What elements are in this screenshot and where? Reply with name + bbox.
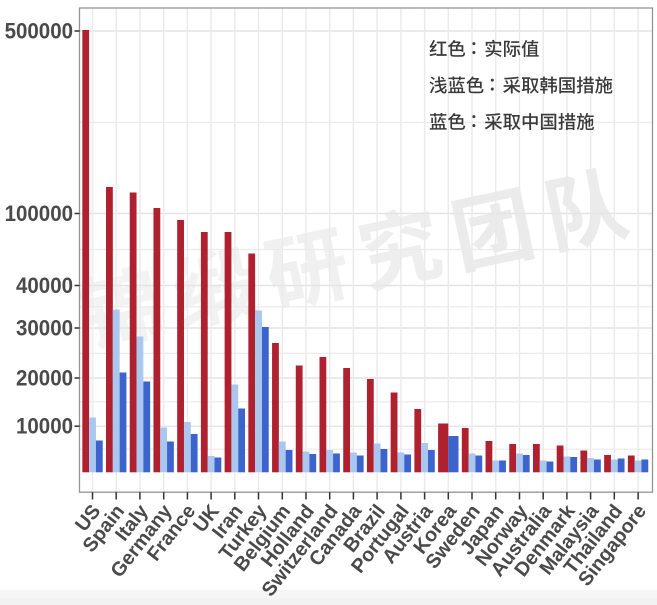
- svg-text:30000: 30000: [16, 316, 73, 341]
- svg-text:40000: 40000: [16, 273, 73, 298]
- svg-text:20000: 20000: [16, 366, 73, 391]
- svg-text:10000: 10000: [16, 414, 73, 439]
- svg-text:500000: 500000: [5, 19, 73, 44]
- svg-text:100000: 100000: [5, 201, 73, 226]
